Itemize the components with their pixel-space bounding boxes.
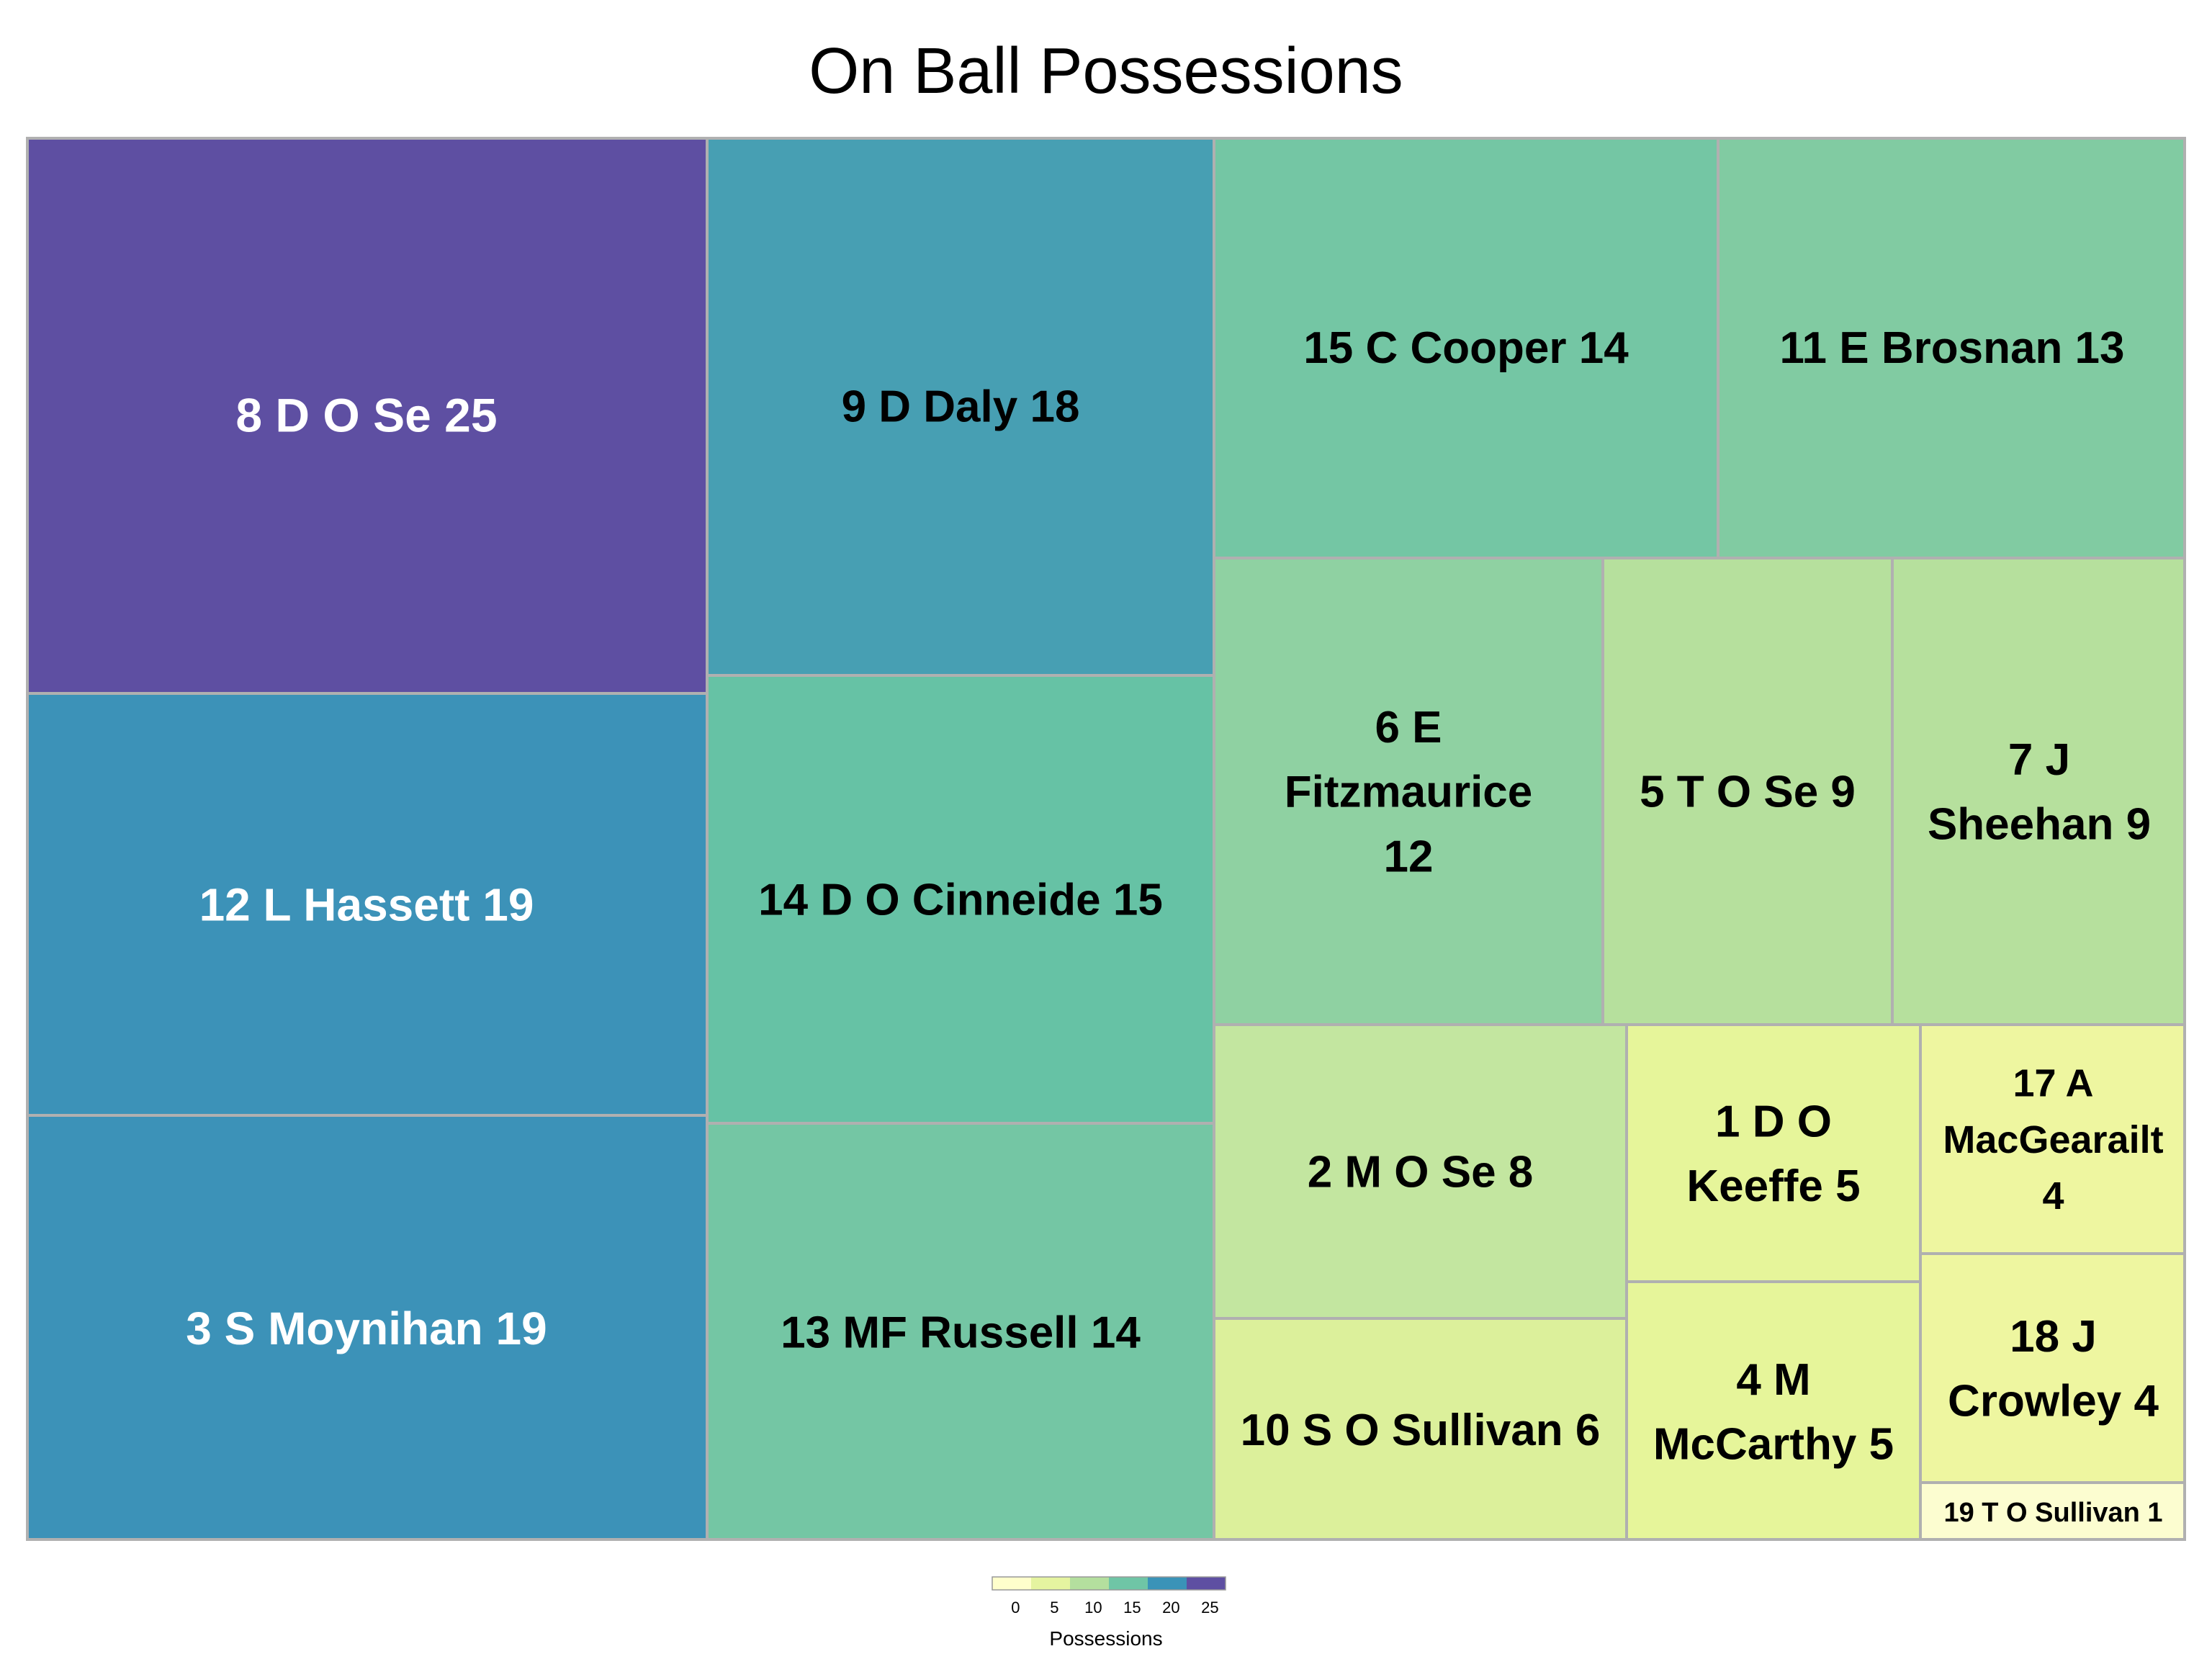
treemap-tile: 8 D O Se 25 — [26, 137, 709, 695]
treemap-tile-rect — [26, 692, 709, 1117]
color-legend: 0 5 10 15 20 25 Possessions — [0, 1570, 2212, 1659]
treemap-tile: 10 S O Sullivan 6 — [1213, 1317, 1628, 1541]
treemap-tile: 17 A MacGearailt 4 — [1919, 1023, 2186, 1255]
treemap-tile-rect — [1919, 1481, 2186, 1541]
treemap-tile: 14 D O Cinneide 15 — [706, 674, 1215, 1125]
treemap-tile-rect — [1891, 557, 2186, 1026]
legend-colorbar — [992, 1576, 1226, 1591]
treemap-tile-label: 12 L Hassett 19 — [199, 878, 534, 930]
treemap-tile-label: 13 MF Russell 14 — [781, 1308, 1141, 1358]
legend-tick-label: 10 — [1084, 1599, 1102, 1617]
treemap-tile-rect — [1625, 1023, 1922, 1283]
legend-tick-label: 15 — [1123, 1599, 1141, 1617]
treemap-tile-rect — [1213, 1317, 1628, 1541]
treemap-tile: 5 T O Se 9 — [1601, 557, 1894, 1026]
treemap-tile-label: 9 D Daly 18 — [842, 382, 1080, 432]
legend-swatch — [1031, 1577, 1070, 1590]
treemap-tile-rect — [706, 137, 1215, 677]
treemap-tile-rect — [1601, 557, 1894, 1026]
treemap-tile-label: 11 E Brosnan 13 — [1779, 323, 2124, 373]
treemap-tile-label: 19 T O Sullivan 1 — [1943, 1498, 2162, 1528]
treemap-tile-rect — [1625, 1280, 1922, 1541]
treemap-tile-rect — [1919, 1023, 2186, 1255]
treemap-tile: 11 E Brosnan 13 — [1717, 137, 2186, 559]
treemap-tile-label: 10 S O Sullivan 6 — [1241, 1406, 1601, 1455]
treemap-tile-rect — [26, 137, 709, 695]
treemap-tile-label: 3 S Moynihan 19 — [186, 1303, 547, 1354]
treemap: 8 D O Se 25 12 L Hassett 19 3 S Moynihan 1… — [26, 137, 2186, 1541]
legend-tick-label: 5 — [1050, 1599, 1059, 1617]
treemap-tile-label: 1 D O Keeffe 5 — [1686, 1097, 1860, 1211]
legend-swatch — [1148, 1577, 1187, 1590]
legend-tick-label: 0 — [1011, 1599, 1020, 1617]
treemap-tile-label: 18 J Crowley 4 — [1948, 1312, 2159, 1426]
treemap-tile-label: 17 A MacGearailt 4 — [1943, 1062, 2163, 1218]
treemap-tile: 12 L Hassett 19 — [26, 692, 709, 1117]
treemap-tile: 6 E Fitzmaurice 12 — [1213, 557, 1604, 1026]
treemap-tile: 13 MF Russell 14 — [706, 1122, 1215, 1541]
treemap-tile-label: 15 C Cooper 14 — [1303, 323, 1629, 373]
treemap-tile: 4 M McCarthy 5 — [1625, 1280, 1922, 1541]
treemap-tile: 1 D O Keeffe 5 — [1625, 1023, 1922, 1283]
treemap-tile-rect — [1213, 137, 1719, 559]
legend-swatch — [992, 1577, 1031, 1590]
treemap-tile-rect — [1213, 557, 1604, 1026]
chart-title: On Ball Possessions — [809, 35, 1403, 107]
treemap-tile-label: 7 J Sheehan 9 — [1928, 735, 2151, 850]
treemap-border — [26, 137, 2186, 1541]
treemap-tile: 7 J Sheehan 9 — [1891, 557, 2186, 1026]
treemap-tile: 18 J Crowley 4 — [1919, 1252, 2186, 1484]
legend-tick-label: 25 — [1201, 1599, 1219, 1617]
treemap-tile-rect — [1717, 137, 2186, 559]
treemap-tile-rect — [26, 1114, 709, 1541]
legend-swatch — [1070, 1577, 1109, 1590]
treemap-tile: 3 S Moynihan 19 — [26, 1114, 709, 1541]
treemap-tile-rect — [706, 674, 1215, 1125]
treemap-tile-rect — [706, 1122, 1215, 1541]
treemap-tile: 2 M O Se 8 — [1213, 1023, 1628, 1320]
legend-title: Possessions — [1049, 1627, 1163, 1650]
legend-outline — [992, 1576, 1226, 1591]
treemap-tile-label: 6 E Fitzmaurice 12 — [1285, 703, 1533, 882]
legend-swatch — [1187, 1577, 1226, 1590]
treemap-tile-rect — [1213, 1023, 1628, 1320]
treemap-tile-label: 4 M McCarthy 5 — [1653, 1355, 1894, 1470]
treemap-tile-label: 8 D O Se 25 — [235, 389, 497, 442]
treemap-tile-label: 14 D O Cinneide 15 — [758, 876, 1163, 925]
treemap-tile: 15 C Cooper 14 — [1213, 137, 1719, 559]
legend-swatch — [1109, 1577, 1148, 1590]
treemap-tile-label: 5 T O Se 9 — [1640, 768, 1856, 817]
treemap-tile: 19 T O Sullivan 1 — [1919, 1481, 2186, 1541]
legend-tick-label: 20 — [1162, 1599, 1180, 1617]
treemap-tile-rect — [1919, 1252, 2186, 1484]
treemap-tile: 9 D Daly 18 — [706, 137, 1215, 677]
treemap-tile-label: 2 M O Se 8 — [1308, 1148, 1534, 1197]
